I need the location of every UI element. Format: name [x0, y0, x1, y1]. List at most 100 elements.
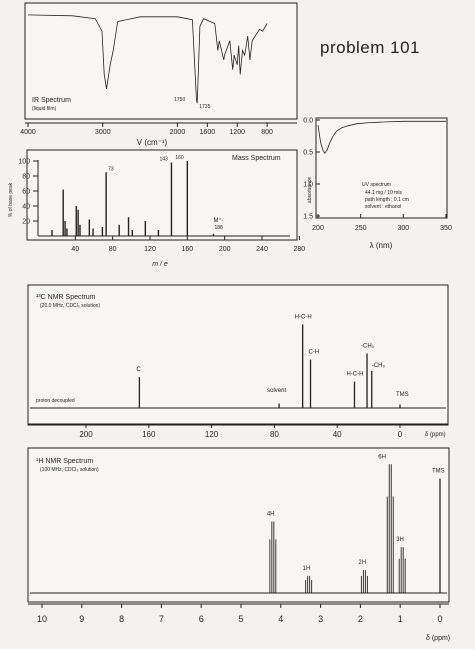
- uv-frame: [315, 117, 448, 219]
- h1-peak-label: 6H: [378, 454, 386, 460]
- uv-title: UV spectrum: [362, 182, 391, 188]
- mass-x-tick-label: 280: [293, 246, 305, 253]
- mass-x-tick-label: 240: [256, 246, 268, 253]
- mass-x-tick-label: 80: [109, 246, 117, 253]
- mass-y-tick-label: 20: [22, 219, 30, 226]
- uv-y-tick-label: 0.5: [303, 150, 313, 157]
- c13-note: proton decoupled: [36, 398, 75, 404]
- h1-title: ¹H NMR Spectrum: [36, 458, 93, 465]
- h1-peak-labels: 4H 1H 2H 6H 3H TMS: [267, 454, 445, 572]
- c13-peak-label: H-C-H: [295, 314, 312, 320]
- ir-tick-label: 800: [261, 129, 273, 136]
- ir-tick-label: 2000: [170, 129, 186, 136]
- mass-molecular-ion-label: M⁺·: [213, 217, 223, 224]
- h1-peak-label: TMS: [432, 469, 445, 475]
- c13-panel: ¹³C NMR Spectrum (20.0 MHz, CDCl₃ soluti…: [27, 284, 449, 439]
- uv-x-tick-label: 250: [355, 225, 367, 232]
- h1-tick-label: 10: [37, 614, 47, 624]
- mass-peak-label-160: 160: [175, 155, 184, 161]
- ir-peak-label-1735: 1735: [199, 104, 210, 110]
- mass-molecular-ion-mass: 188: [214, 225, 223, 231]
- mass-y-tick-label: 60: [22, 189, 30, 196]
- h1-frame: [27, 447, 450, 603]
- c13-tick-label: 80: [270, 430, 279, 439]
- c13-tick-label: 200: [79, 430, 93, 439]
- page-title: problem 101: [320, 38, 421, 57]
- c13-title: ¹³C NMR Spectrum: [36, 294, 96, 301]
- h1-tick-label: 0: [437, 614, 442, 624]
- c13-tick-label: 120: [205, 430, 219, 439]
- mass-title: Mass Spectrum: [232, 155, 281, 162]
- mass-x-tick-label: 40: [71, 246, 79, 253]
- ir-subtitle: (liquid film): [32, 106, 57, 112]
- ir-peak-label-1750: 1750: [174, 97, 185, 103]
- c13-peak-label: H-C-H: [346, 372, 363, 378]
- h1-peaks: [269, 464, 441, 593]
- mass-x-tick-label: 200: [219, 246, 231, 253]
- h1-x-label: δ (ppm): [426, 635, 450, 642]
- mass-y-ticks: 20 40 60 80 100: [18, 159, 38, 226]
- mass-peak-label-143: 143: [159, 157, 168, 163]
- h1-tick-label: 1: [398, 614, 403, 624]
- uv-info-2: path length : 0.1 cm: [365, 197, 409, 203]
- c13-subtitle: (20.0 MHz, CDCl₃ solution): [40, 303, 100, 309]
- ir-x-ticks: 4000 3000 2000 1600 1200 800: [20, 123, 273, 136]
- uv-y-tick-label: 1.0: [303, 182, 313, 189]
- mass-y-tick-label: 80: [22, 174, 30, 181]
- mass-y-tick-label: 40: [22, 204, 30, 211]
- ir-x-label: V (cm⁻¹): [137, 138, 168, 147]
- mass-x-tick-label: 160: [181, 246, 193, 253]
- uv-panel: absorbance 0.0 0.5 1.0 1.5 200 250 300 350 UV …: [303, 117, 452, 250]
- h1-x-ticks: 10 9 8 7 6 5 4 3 2 1 0: [37, 604, 443, 624]
- c13-x-label: δ (ppm): [425, 432, 446, 438]
- uv-x-tick-label: 350: [440, 225, 452, 232]
- uv-y-tick-label: 1.5: [303, 214, 313, 221]
- ir-panel: IR Spectrum (liquid film) 4000 3000 2000 16…: [20, 2, 298, 147]
- h1-tick-label: 3: [318, 614, 323, 624]
- mass-x-ticks: 40 80 120 160 200 240 280: [71, 236, 305, 253]
- ir-frame: [24, 2, 298, 120]
- h1-tick-label: 4: [278, 614, 283, 624]
- uv-x-tick-label: 200: [312, 225, 324, 232]
- ir-title: IR Spectrum: [32, 97, 71, 104]
- h1-peak-label: 2H: [358, 560, 366, 566]
- uv-info-1: 44.1 mg / 10 mls: [365, 190, 402, 196]
- c13-frame: [27, 284, 449, 426]
- c13-tick-label: 40: [333, 430, 342, 439]
- c13-peak-label: solvent: [267, 388, 286, 394]
- ir-tick-label: 3000: [95, 129, 111, 136]
- c13-peaks: [138, 324, 401, 408]
- h1-tick-label: 8: [119, 614, 124, 624]
- c13-x-ticks: 200 160 120 80 40 0: [79, 424, 403, 439]
- uv-info-3: solvent : ethanol: [365, 204, 401, 210]
- h1-tick-label: 7: [159, 614, 164, 624]
- h1-peak-label: 4H: [267, 512, 275, 518]
- ir-trace-line: [27, 14, 268, 104]
- c13-tick-label: 160: [142, 430, 156, 439]
- c13-tick-label: 0: [398, 430, 403, 439]
- h1-peak-label: 3H: [396, 537, 404, 543]
- mass-frame: [26, 149, 298, 241]
- h1-peak-label: 1H: [303, 566, 311, 572]
- ir-tick-label: 1200: [229, 129, 245, 136]
- c13-peak-label: TMS: [396, 392, 409, 398]
- h1-tick-label: 6: [199, 614, 204, 624]
- mass-y-label: % of base peak: [8, 182, 14, 217]
- mass-y-tick-label: 100: [18, 159, 30, 166]
- mass-x-label: m / e: [152, 261, 168, 268]
- mass-peak-label-73: 73: [108, 166, 114, 172]
- uv-x-ticks: 200 250 300 350: [312, 214, 452, 232]
- c13-peak-label: -CH₃: [361, 343, 375, 349]
- ir-tick-label: 4000: [20, 129, 36, 136]
- mass-x-tick-label: 120: [144, 246, 156, 253]
- h1-tick-label: 2: [358, 614, 363, 624]
- h1-panel: ¹H NMR Spectrum (100 MHz, CDCl₃ solution…: [27, 447, 450, 642]
- c13-peak-label: C-H: [309, 350, 320, 356]
- c13-peak-label: -CH₃: [372, 363, 386, 369]
- ir-tick-label: 1600: [200, 129, 216, 136]
- c13-peak-labels: C H-C-H C-H H-C-H -CH₃ -CH₃ solvent TMS: [136, 314, 408, 398]
- uv-trace-line: [317, 120, 446, 155]
- uv-x-tick-label: 300: [397, 225, 409, 232]
- c13-peak-label: C: [136, 367, 141, 373]
